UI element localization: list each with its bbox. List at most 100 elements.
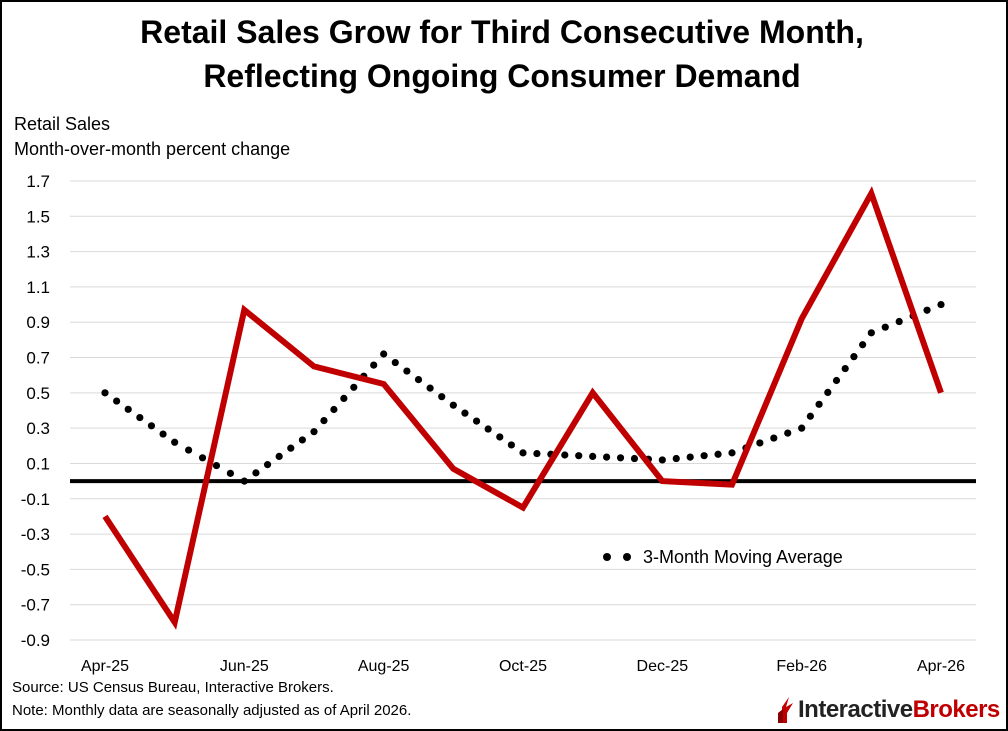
average-series-dot: [686, 453, 694, 461]
brand-logo-text-1: Interactive: [798, 696, 913, 723]
brand-logo-wordmark: InteractiveBrokers: [798, 696, 1000, 724]
average-series-dot: [101, 389, 109, 397]
average-series-dot: [340, 394, 348, 402]
average-series-dot: [287, 444, 295, 452]
average-series-dot: [263, 461, 272, 469]
average-series-dot: [198, 454, 207, 462]
average-series-dot: [380, 350, 388, 358]
average-series-dot: [370, 361, 378, 369]
average-series-dot: [320, 416, 328, 425]
y-tick-label: 1.7: [26, 172, 50, 191]
average-series-dot: [728, 449, 736, 457]
average-series-dot: [589, 452, 597, 460]
average-series-dot: [519, 449, 527, 457]
average-series-dot: [575, 452, 583, 460]
average-series-dot: [533, 449, 541, 458]
average-series-dot: [700, 452, 708, 460]
average-series-dot: [561, 451, 569, 459]
average-series-dot: [867, 329, 875, 337]
average-series-dot: [937, 300, 945, 309]
average-series-dot: [672, 454, 680, 463]
legend-dot: [603, 553, 611, 561]
x-tick-label: Apr-25: [81, 658, 129, 675]
y-tick-label: -0.3: [21, 525, 50, 544]
average-series-dot: [449, 401, 457, 409]
average-series-dot: [507, 441, 515, 449]
average-series-dot: [784, 429, 792, 437]
average-series-dot: [472, 417, 481, 425]
average-series-dot: [438, 393, 446, 401]
average-series-dot: [212, 461, 221, 470]
average-series-dot: [806, 412, 814, 420]
average-series-dot: [226, 469, 234, 477]
y-tick-label: 1.3: [26, 243, 50, 262]
average-series-dot: [136, 413, 144, 422]
x-tick-label: Dec-25: [637, 658, 689, 675]
sales-series-line: [102, 186, 944, 630]
legend-label: 3-Month Moving Average: [643, 547, 843, 567]
average-series-dot: [403, 367, 411, 375]
average-series-dot: [147, 422, 156, 430]
y-axis-title: Retail Sales: [14, 114, 111, 134]
y-tick-label: -0.9: [21, 631, 50, 650]
average-series-dot: [113, 397, 121, 405]
y-tick-label: 1.5: [26, 207, 50, 226]
brand-logo: InteractiveBrokers: [776, 694, 1000, 726]
average-series-dot: [350, 383, 358, 391]
source-note: Source: US Census Bureau, Interactive Br…: [12, 679, 334, 696]
average-series-dot: [496, 433, 504, 441]
chart-title: Retail Sales Grow for Third Consecutive …: [0, 10, 1004, 98]
average-series-dot: [895, 317, 903, 326]
title-line-2: Reflecting Ongoing Consumer Demand: [203, 58, 801, 94]
x-tick-label: Jun-25: [220, 658, 269, 675]
average-series-dot: [159, 430, 167, 438]
y-tick-label: -0.7: [21, 596, 50, 615]
average-series-dot: [658, 456, 666, 464]
average-series-dot: [240, 477, 248, 485]
x-tick-label: Feb-26: [776, 658, 827, 675]
average-series-dot: [298, 436, 306, 444]
average-series-dot: [124, 405, 132, 413]
average-series-dot: [798, 424, 806, 432]
x-tick-label: Apr-26: [917, 658, 965, 675]
brand-logo-mark: [778, 697, 793, 723]
y-axis-subtitle: Month-over-month percent change: [14, 139, 291, 159]
average-series-dot: [275, 452, 283, 460]
y-tick-label: 0.1: [26, 454, 50, 473]
average-series-dot: [185, 446, 193, 454]
average-series-dot: [770, 434, 778, 442]
x-tick-label: Aug-25: [358, 658, 410, 675]
y-tick-label: 1.1: [26, 278, 50, 297]
average-series-dot: [603, 453, 611, 461]
average-series-dot: [824, 388, 832, 397]
average-series-dot: [310, 428, 318, 436]
average-series-dot: [616, 454, 625, 462]
y-tick-label: 0.9: [26, 313, 50, 332]
y-tick-label: 0.7: [26, 349, 50, 368]
average-series-dot: [832, 376, 841, 385]
average-series-dot: [484, 425, 492, 433]
average-series-dot: [330, 405, 338, 414]
average-series-dot: [756, 439, 764, 447]
average-series-dot: [841, 364, 849, 373]
y-tick-label: 0.3: [26, 419, 50, 438]
average-series-dot: [815, 400, 823, 408]
average-series-dot: [391, 358, 399, 367]
average-series-dot: [414, 376, 423, 384]
y-tick-label: 0.5: [26, 384, 50, 403]
average-series-dot: [171, 438, 179, 446]
y-tick-label: -0.5: [21, 560, 50, 579]
average-series-dot: [426, 384, 434, 392]
x-tick-label: Oct-25: [499, 658, 547, 675]
average-series-dot: [714, 450, 722, 458]
average-series-dot: [923, 306, 931, 314]
y-tick-label: -0.1: [21, 490, 50, 509]
average-series-dot: [850, 353, 858, 361]
title-line-1: Retail Sales Grow for Third Consecutive …: [140, 14, 864, 50]
footnote: Note: Monthly data are seasonally adjust…: [12, 702, 412, 719]
average-series-dot: [859, 341, 867, 349]
average-series-dot: [461, 409, 469, 417]
average-series-dot: [630, 454, 639, 463]
brand-logo-text-2: Brokers: [912, 696, 1001, 723]
